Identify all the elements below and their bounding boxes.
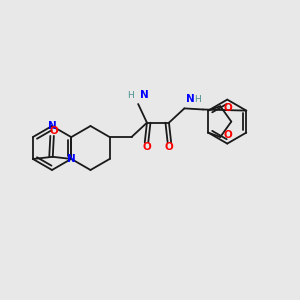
Text: O: O xyxy=(165,142,173,152)
Text: O: O xyxy=(223,130,232,140)
Text: O: O xyxy=(142,142,151,152)
Text: H: H xyxy=(194,95,201,104)
Text: O: O xyxy=(50,126,58,136)
Text: N: N xyxy=(186,94,195,104)
Text: N: N xyxy=(48,121,56,131)
Text: H: H xyxy=(128,91,134,100)
Text: O: O xyxy=(223,103,232,113)
Text: N: N xyxy=(140,90,149,100)
Text: N: N xyxy=(67,154,76,164)
